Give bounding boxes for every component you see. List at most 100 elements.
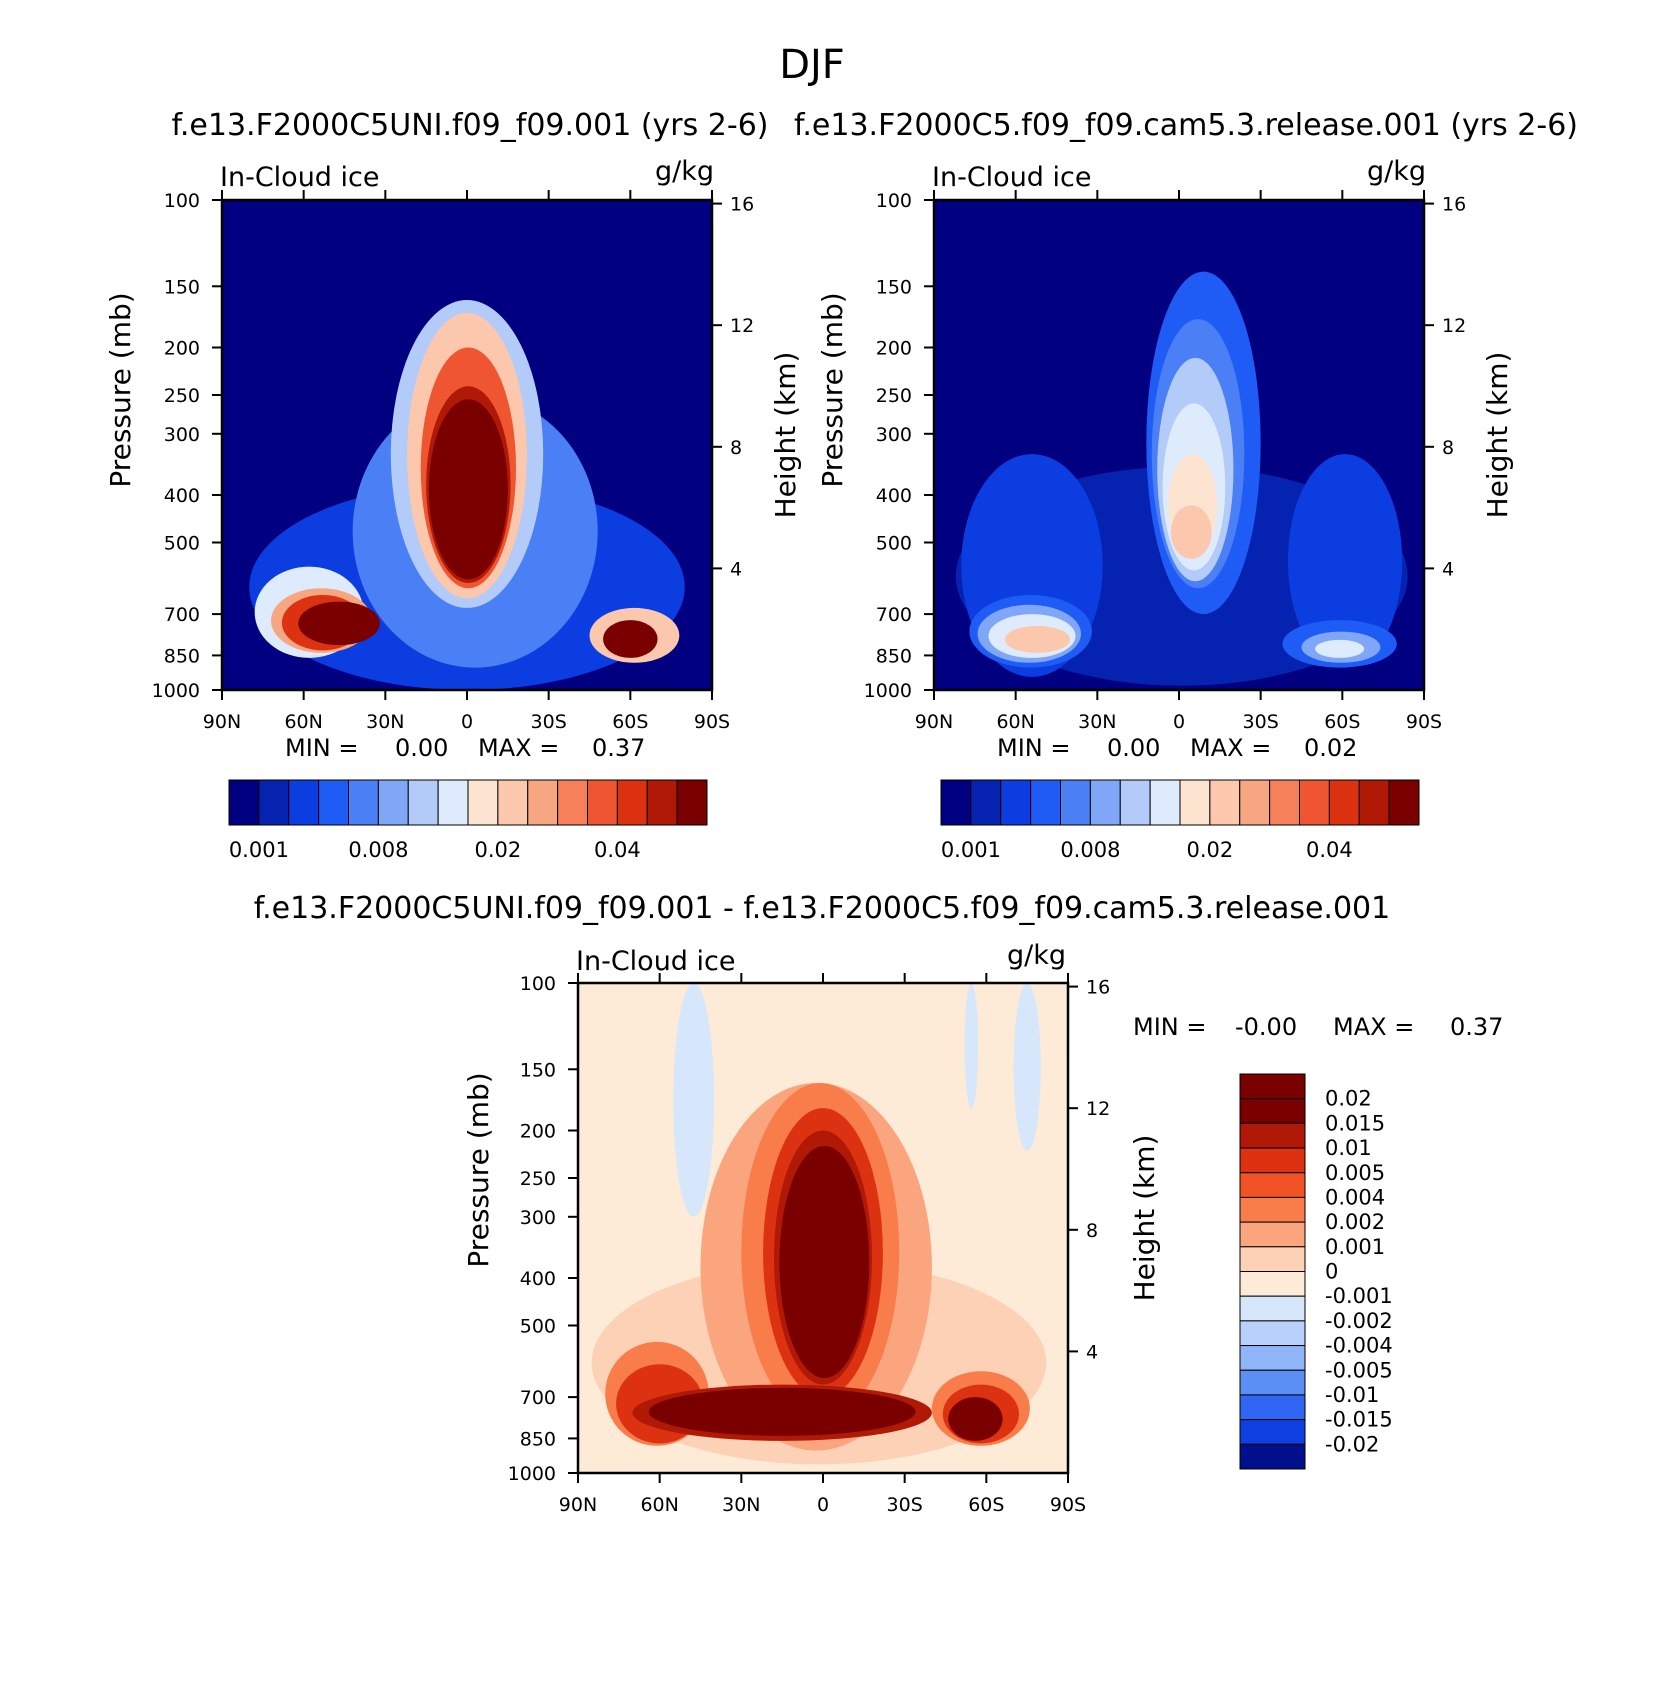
colorbar-swatch [228, 779, 260, 826]
contour-region [298, 601, 380, 646]
colorbar-swatch [1239, 1122, 1306, 1149]
control-panel: f.e13.F2000C5.f09_f09.cam5.3.release.001… [794, 108, 1578, 862]
x-tick-label: 30N [366, 711, 404, 733]
contour-region [1013, 983, 1041, 1151]
variable-label: In-Cloud ice [576, 946, 735, 977]
colorbar-swatch [1328, 779, 1360, 826]
y-tick-label: 500 [520, 1315, 556, 1337]
colorbar-swatch [587, 779, 618, 826]
y-right-tick-label: 8 [730, 437, 742, 459]
colorbar-label: 0.02 [1186, 838, 1233, 862]
y-right-axis-label: Height (km) [1481, 352, 1514, 519]
x-tick-label: 30S [531, 711, 567, 733]
x-tick-label: 60N [996, 711, 1034, 733]
colorbar-label: 0.02 [1325, 1087, 1372, 1111]
colorbar-swatch [1239, 1443, 1306, 1470]
contour-field [249, 300, 685, 690]
y-right-axis-label: Height (km) [769, 352, 802, 519]
min-value: 0.00 [1107, 734, 1160, 762]
x-tick-label: 90N [203, 711, 241, 733]
x-tick-label: 90N [915, 711, 953, 733]
min-label: MIN = [285, 734, 358, 762]
y-right-tick-label: 16 [1442, 194, 1466, 216]
colorbar-label: 0.001 [941, 838, 1001, 862]
colorbar-swatch [676, 779, 708, 826]
colorbar-swatch [1060, 779, 1091, 826]
y-right-tick-label: 8 [1442, 437, 1454, 459]
colorbar-swatch [1179, 779, 1211, 826]
colorbar-swatch [1239, 1295, 1306, 1322]
colorbar-swatch [1358, 779, 1390, 826]
colorbar-label: 0.002 [1325, 1210, 1385, 1234]
colorbar-swatch [437, 779, 469, 826]
y-tick-label: 700 [876, 604, 912, 626]
colorbar-swatch [377, 779, 409, 826]
colorbar-swatch [288, 779, 320, 826]
y-tick-label: 150 [876, 276, 912, 298]
colorbar-label: -0.02 [1325, 1432, 1379, 1456]
contour-region [1315, 639, 1365, 658]
y-right-tick-label: 4 [1442, 558, 1454, 580]
colorbar-label: -0.004 [1325, 1334, 1393, 1358]
colorbar-label: 0.04 [1306, 838, 1353, 862]
colorbar-swatch [616, 779, 648, 826]
y-right-tick-label: 12 [730, 315, 754, 337]
x-tick-label: 60N [284, 711, 322, 733]
x-tick-label: 30N [1078, 711, 1116, 733]
y-tick-label: 1000 [152, 680, 200, 702]
y-tick-label: 850 [520, 1428, 556, 1450]
max-label: MAX = [1333, 1013, 1414, 1041]
colorbar-swatch [497, 779, 529, 826]
y-tick-label: 250 [876, 385, 912, 407]
y-right-tick-label: 16 [730, 194, 754, 216]
colorbar-swatch [1239, 1271, 1306, 1297]
y-tick-label: 400 [520, 1268, 556, 1290]
colorbar-swatch [1239, 1073, 1306, 1100]
colorbar-swatch [1388, 779, 1420, 826]
colorbar-label: 0.04 [594, 838, 641, 862]
colorbar-label: -0.002 [1325, 1309, 1393, 1333]
y-tick-label: 700 [520, 1387, 556, 1409]
max-value: 0.37 [1450, 1013, 1503, 1041]
variable-label: In-Cloud ice [220, 162, 379, 193]
colorbar-swatch [1209, 779, 1241, 826]
colorbar-label: -0.01 [1325, 1383, 1379, 1407]
x-tick-label: 30S [1243, 711, 1279, 733]
colorbar-swatch [1239, 1098, 1306, 1124]
y-right-tick-label: 4 [1086, 1341, 1098, 1363]
y-right-axis-label: Height (km) [1128, 1135, 1161, 1302]
colorbar-swatch [970, 779, 1002, 826]
contour-field [955, 271, 1408, 686]
colorbar-swatch [318, 779, 349, 826]
y-tick-label: 200 [876, 338, 912, 360]
x-tick-label: 90S [1050, 1494, 1086, 1516]
y-tick-label: 300 [876, 424, 912, 446]
contour-region [779, 1145, 870, 1379]
contour-region [428, 399, 508, 580]
x-tick-label: 90N [559, 1494, 597, 1516]
y-right-tick-label: 12 [1086, 1098, 1110, 1120]
colorbar-label: 0.008 [348, 838, 408, 862]
figure-title: DJF [779, 42, 845, 88]
colorbar-label: 0.001 [1325, 1235, 1385, 1259]
panel-title: f.e13.F2000C5UNI.f09_f09.001 (yrs 2-6) [172, 108, 769, 143]
colorbar-label: 0.015 [1325, 1111, 1385, 1135]
colorbar-swatch [1239, 1320, 1306, 1347]
colorbar-label: 0.005 [1325, 1161, 1385, 1185]
colorbar-label: 0.008 [1060, 838, 1120, 862]
difference-panel: f.e13.F2000C5UNI.f09_f09.001 - f.e13.F20… [254, 891, 1504, 1516]
x-tick-label: 0 [461, 711, 473, 733]
y-tick-label: 100 [164, 190, 200, 212]
colorbar-swatch [1089, 779, 1121, 826]
colorbar-swatch [646, 779, 678, 826]
colorbar-swatch [467, 779, 499, 826]
contour-region [603, 620, 658, 658]
y-axis-label: Pressure (mb) [462, 1072, 495, 1267]
y-tick-label: 400 [876, 485, 912, 507]
y-tick-label: 300 [520, 1207, 556, 1229]
colorbar-label: 0 [1325, 1260, 1338, 1284]
colorbar-label: 0.02 [474, 838, 521, 862]
min-value: -0.00 [1235, 1013, 1297, 1041]
max-label: MAX = [1190, 734, 1271, 762]
colorbar-swatch [1239, 1221, 1306, 1248]
